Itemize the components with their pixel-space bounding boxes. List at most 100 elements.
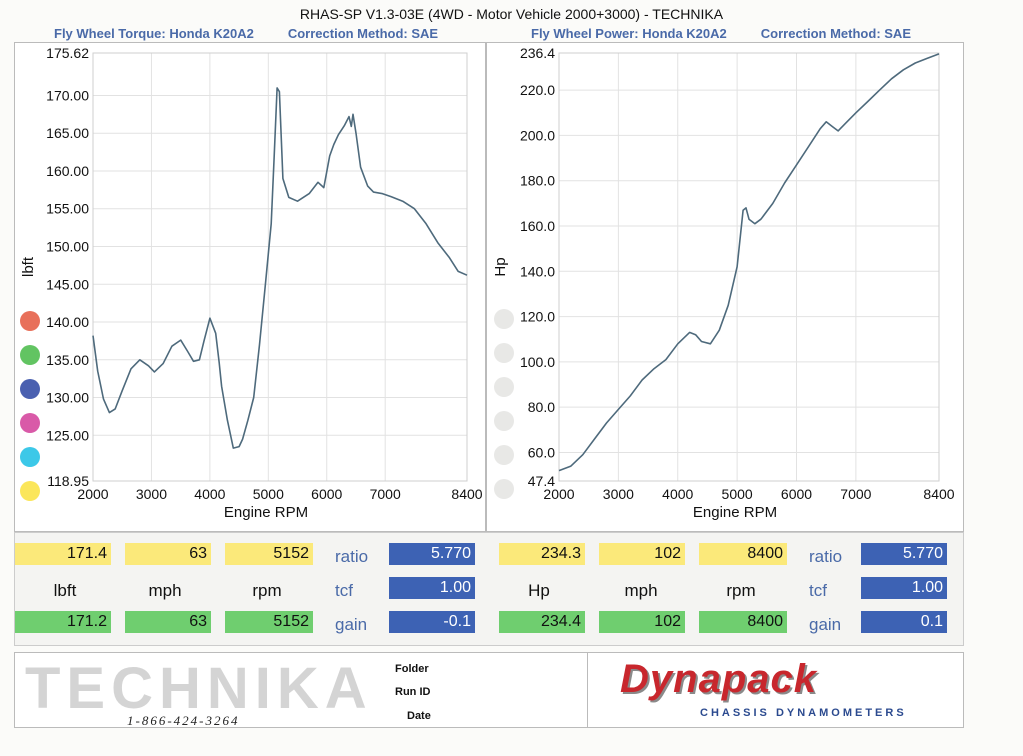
power-gain-value: 0.1 [861,611,947,633]
power-max-mph: 102 [599,543,685,565]
torque-ytick-label: 135.00 [46,352,89,368]
torque-cur-rpm: 5152 [225,611,313,633]
torque-series-line [92,87,468,449]
torque-ytick-label: 150.00 [46,238,89,254]
torque-chart: 2000 3000 4000 5000 6000 7000 8400 118.95 125.00… [20,45,483,521]
torque-unit-lbft: lbft [53,581,77,600]
run-color-dot[interactable] [20,481,40,501]
folder-label: Folder [395,663,429,675]
torque-ytick-label: 175.62 [46,45,89,61]
power-tcf-value: 1.00 [861,577,947,599]
torque-ratio-value: 5.770 [389,543,475,565]
torque-ytick-label: 170.00 [46,87,89,103]
torque-chart-header: Fly Wheel Torque: Honda K20A2 Correction … [54,26,438,41]
torque-xtick-label: 5000 [253,486,284,502]
torque-max-lbft: 171.4 [15,543,111,565]
torque-unit-mph: mph [148,581,182,600]
torque-ytick-label: 155.00 [46,201,89,217]
phone-number: 1-866-424-3264 [127,713,240,728]
power-ytick-label: 80.0 [528,399,555,415]
run-slot-dot[interactable] [494,309,514,329]
power-yaxis-label: Hp [492,257,509,276]
run-color-dot[interactable] [20,447,40,467]
torque-xtick-label: 6000 [311,486,342,502]
run-slot-dot[interactable] [494,411,514,431]
torque-unit-rpm: rpm [252,581,282,600]
torque-ytick-label: 140.00 [46,314,89,330]
torque-ytick-label: 145.00 [46,276,89,292]
power-ytick-label: 47.4 [528,473,555,489]
torque-xtick-label: 3000 [136,486,167,502]
torque-ytick-label: 165.00 [46,125,89,141]
power-unit-hp: Hp [528,581,550,600]
run-color-dot[interactable] [20,379,40,399]
power-ratio-label: ratio [809,547,843,566]
torque-yaxis-label: lbft [20,256,37,277]
torque-gain-label: gain [335,615,368,634]
power-gridlines [558,52,940,482]
report-footer: TECHNIKA 1-866-424-3264 Folder Run ID Da… [14,652,964,728]
power-plot-frame [558,52,940,482]
power-correction-method: Correction Method: SAE [760,26,911,41]
torque-xtick-label: 2000 [77,486,108,502]
dynapack-logo: Dynapack [620,657,817,701]
power-tcf-label: tcf [809,581,827,600]
torque-max-mph: 63 [125,543,211,565]
run-id-label: Run ID [395,686,431,698]
power-chart: 2000 3000 4000 5000 6000 7000 8400 47.4 60.0 80.0… [492,45,955,521]
torque-ytick-label: 130.00 [46,390,89,406]
torque-ratio-label: ratio [335,547,369,566]
power-unit-rpm: rpm [726,581,756,600]
torque-correction-method: Correction Method: SAE [287,26,439,41]
run-color-dot[interactable] [20,413,40,433]
power-ytick-label: 160.0 [520,218,555,234]
technika-logo: TECHNIKA [25,656,373,721]
power-gain-label: gain [809,615,842,634]
power-ytick-label: 60.0 [528,444,555,460]
power-cur-mph: 102 [599,611,685,633]
torque-ytick-label: 118.95 [47,473,89,489]
run-slot-dot[interactable] [494,445,514,465]
power-max-rpm: 8400 [699,543,787,565]
date-label: Date [407,710,431,722]
power-xtick-label: 3000 [603,486,634,502]
power-chart-header: Fly Wheel Power: Honda K20A2 Correction M… [531,26,911,41]
torque-cur-mph: 63 [125,611,211,633]
power-ytick-label: 120.0 [520,309,555,325]
torque-xtick-label: 8400 [451,486,482,502]
run-slot-dot[interactable] [494,479,514,499]
torque-xtick-label: 4000 [194,486,225,502]
torque-tcf-value: 1.00 [389,577,475,599]
power-chart-panel: 2000 3000 4000 5000 6000 7000 8400 47.4 60.0 80.0… [486,42,964,532]
dynapack-logo-box: Dynapack CHASSIS DYNAMOMETERS [587,653,964,727]
torque-chart-panel: 2000 3000 4000 5000 6000 7000 8400 118.95 125.00… [14,42,486,532]
torque-plot-frame [92,52,468,482]
power-xtick-label: 7000 [840,486,871,502]
torque-ytick-label: 125.00 [46,427,89,443]
power-series-line [558,53,940,472]
power-xtick-label: 8400 [923,486,954,502]
power-ytick-label: 200.0 [520,127,555,143]
power-cur-hp: 234.4 [499,611,585,633]
power-chart-name: Fly Wheel Power: Honda K20A2 [531,26,727,41]
power-xtick-label: 5000 [722,486,753,502]
power-unit-mph: mph [624,581,658,600]
run-color-dot[interactable] [20,345,40,365]
run-color-dot[interactable] [20,311,40,331]
run-slot-dot[interactable] [494,343,514,363]
torque-cur-lbft: 171.2 [15,611,111,633]
power-ytick-label: 220.0 [520,82,555,98]
torque-tcf-label: tcf [335,581,353,600]
run-slot-dot[interactable] [494,377,514,397]
torque-chart-name: Fly Wheel Torque: Honda K20A2 [54,26,254,41]
dynapack-tagline: CHASSIS DYNAMOMETERS [700,707,907,719]
power-max-hp: 234.3 [499,543,585,565]
readout-panel: 171.4 63 5152 ratio 5.770 lbft mph rpm t… [14,532,964,646]
power-ytick-label: 180.0 [520,173,555,189]
power-xtick-label: 6000 [781,486,812,502]
power-ytick-label: 140.0 [520,263,555,279]
window-title: RHAS-SP V1.3-03E (4WD - Motor Vehicle 20… [299,6,724,22]
power-ytick-label: 100.0 [520,354,555,370]
power-ytick-label: 236.4 [520,45,555,61]
power-cur-rpm: 8400 [699,611,787,633]
